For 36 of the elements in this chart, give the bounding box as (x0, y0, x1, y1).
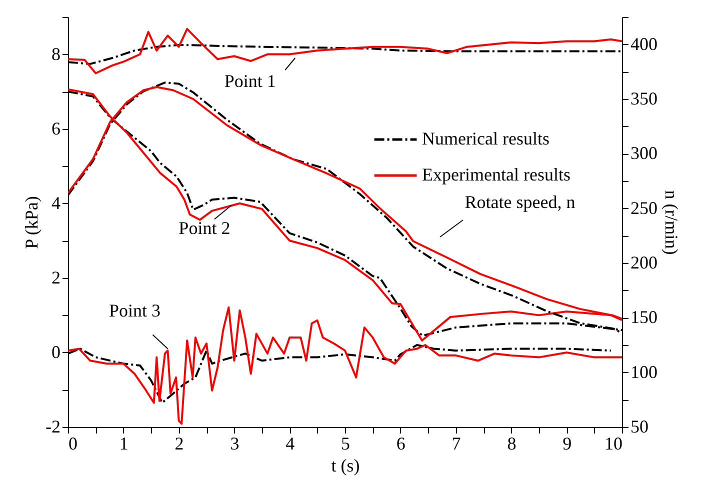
x-tick-label: 8 (507, 434, 516, 454)
y2-tick-label: 350 (630, 88, 658, 108)
y2-tick-label: 250 (630, 198, 658, 218)
annotation: Point 3 (108, 300, 160, 321)
y2-tick-label: 300 (630, 143, 658, 164)
y-tick-label: 6 (52, 118, 60, 138)
x-tick-label: 4 (286, 434, 295, 454)
y-tick-label: 4 (52, 192, 60, 213)
line-series (68, 28, 622, 74)
annotation: Point 2 (178, 218, 230, 238)
y2-tick-label: 50 (630, 416, 648, 436)
y2-tick-label: 400 (630, 34, 658, 54)
y-axis-title: P (kPa) (22, 196, 42, 249)
x-tick-label: 10 (604, 434, 622, 454)
x-axis-title: t (s) (331, 456, 360, 476)
annotation: Point 1 (224, 71, 276, 91)
y2-axis-title: n (r/min) (662, 190, 682, 255)
y-tick-label: -2 (46, 416, 60, 436)
y-tick-label: 0 (52, 342, 60, 362)
x-tick-label: 9 (562, 434, 572, 454)
x-tick-label: 7 (452, 434, 461, 454)
x-tick-label: 6 (396, 434, 406, 454)
y2-tick-label: 200 (630, 252, 658, 272)
y-tick-label: 2 (52, 267, 60, 288)
x-tick-label: 5 (341, 434, 350, 454)
y2-tick-label: 150 (630, 307, 658, 328)
x-tick-label: 1 (119, 434, 128, 454)
legend-label: Experimental results (422, 164, 570, 184)
annotation: Rotate speed, n (464, 192, 576, 212)
x-tick-label: 0 (68, 434, 78, 454)
x-tick-label: 2 (174, 434, 184, 454)
x-tick-label: 3 (230, 434, 240, 454)
y-tick-label: 8 (52, 44, 60, 64)
legend-label: Numerical results (422, 128, 550, 148)
y2-tick-label: 100 (630, 362, 658, 382)
line-series (68, 306, 622, 425)
